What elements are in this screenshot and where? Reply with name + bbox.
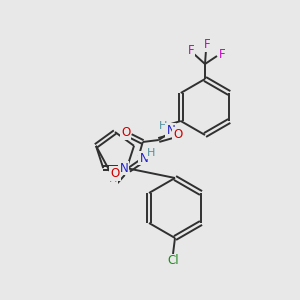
Text: O: O xyxy=(121,127,130,140)
Text: N: N xyxy=(167,124,175,136)
Text: F: F xyxy=(204,38,210,52)
Text: F: F xyxy=(219,47,225,61)
Text: H: H xyxy=(159,121,167,131)
Text: N: N xyxy=(140,152,148,164)
Text: Cl: Cl xyxy=(167,254,179,268)
Text: H: H xyxy=(109,174,117,184)
Text: N: N xyxy=(119,161,128,175)
Text: F: F xyxy=(188,44,194,56)
Text: O: O xyxy=(173,128,182,140)
Text: H: H xyxy=(147,148,155,158)
Text: O: O xyxy=(110,167,120,180)
